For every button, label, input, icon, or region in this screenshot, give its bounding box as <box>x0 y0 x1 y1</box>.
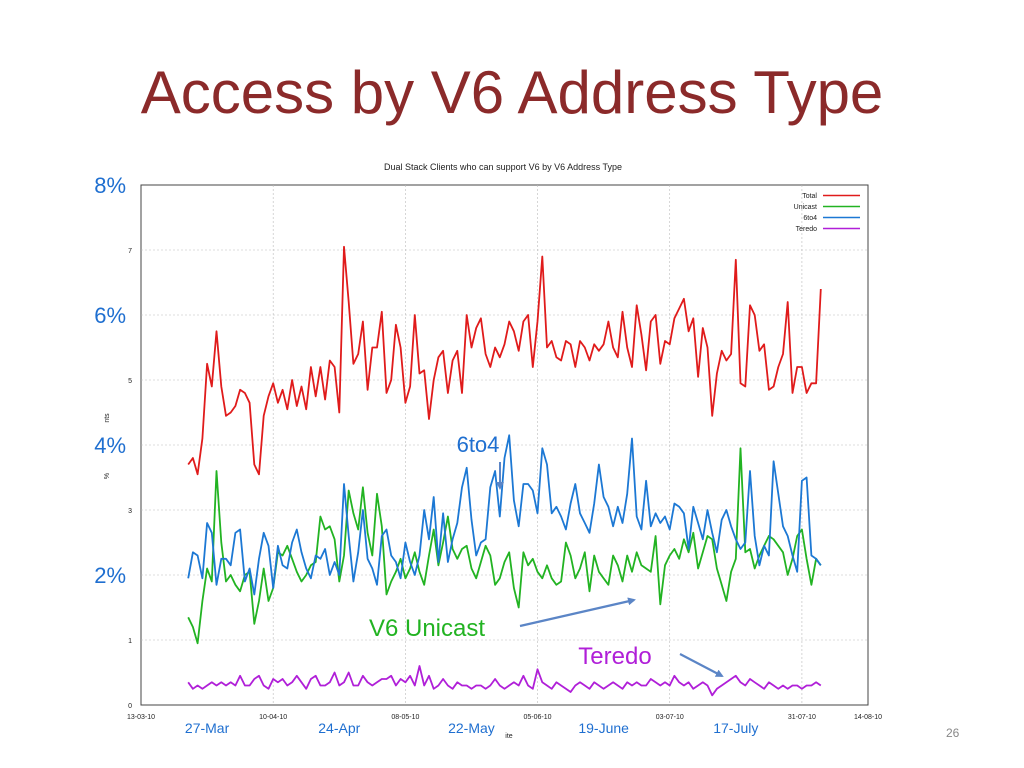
percent-axis-label: 8% <box>94 173 126 198</box>
callout-arrow-unicast <box>519 597 636 628</box>
series-line-total <box>187 245 822 476</box>
y-axis-label-percent: % <box>104 473 111 479</box>
slide-number: 26 <box>946 726 960 740</box>
legend-label: 6to4 <box>803 215 817 222</box>
date-label: 22-May <box>448 720 495 736</box>
date-label: 19-June <box>578 720 629 736</box>
y-tick-label: 5 <box>128 378 132 385</box>
y-tick-label: 1 <box>128 638 132 645</box>
x-tick-label: 08-05-10 <box>391 714 419 721</box>
y-axis-label-fragment: nts <box>104 413 111 423</box>
series-line-unicast <box>187 447 822 645</box>
x-tick-label: 10-04-10 <box>259 714 287 721</box>
callout-6to4: 6to4 <box>457 432 500 457</box>
callout-unicast: V6 Unicast <box>369 615 485 642</box>
series-lines <box>187 245 822 697</box>
date-label: 24-Apr <box>318 720 360 736</box>
x-tick-label: 05-06-10 <box>524 714 552 721</box>
annotations: 8% 6% 4% 2% 27-Mar 24-Apr 22-May 19-June 17-July… <box>94 173 758 736</box>
slide-title: Access by V6 Address Type <box>140 59 884 126</box>
x-tick-label: 13-03-10 <box>127 714 155 721</box>
legend-label: Teredo <box>796 226 818 233</box>
callout-arrow-teredo <box>679 653 724 677</box>
chart-title: Dual Stack Clients who can support V6 by… <box>384 162 622 172</box>
callout-teredo: Teredo <box>578 643 651 670</box>
percent-axis-label: 4% <box>94 433 126 458</box>
series-line-6to4 <box>187 434 822 596</box>
grid <box>141 185 868 705</box>
y-tick-label: 7 <box>128 248 132 255</box>
x-tick-label: 31-07-10 <box>788 714 816 721</box>
series-line-teredo <box>187 665 822 697</box>
x-ticks: 13-03-10 10-04-10 08-05-10 05-06-10 03-07-10… <box>127 714 882 721</box>
x-axis-label-fragment: ite <box>505 733 513 740</box>
y-tick-label: 3 <box>128 508 132 515</box>
y-ticks: 0 1 3 5 7 <box>128 248 132 710</box>
x-tick-label: 14-08-10 <box>854 714 882 721</box>
percent-axis-label: 2% <box>94 563 126 588</box>
legend-label: Unicast <box>794 204 817 211</box>
legend: Total Unicast 6to4 Teredo <box>794 193 860 233</box>
date-label: 17-July <box>713 720 758 736</box>
legend-label: Total <box>802 193 817 200</box>
percent-axis-label: 6% <box>94 303 126 328</box>
date-label: 27-Mar <box>185 720 230 736</box>
y-tick-label: 0 <box>128 703 132 710</box>
x-tick-label: 03-07-10 <box>656 714 684 721</box>
